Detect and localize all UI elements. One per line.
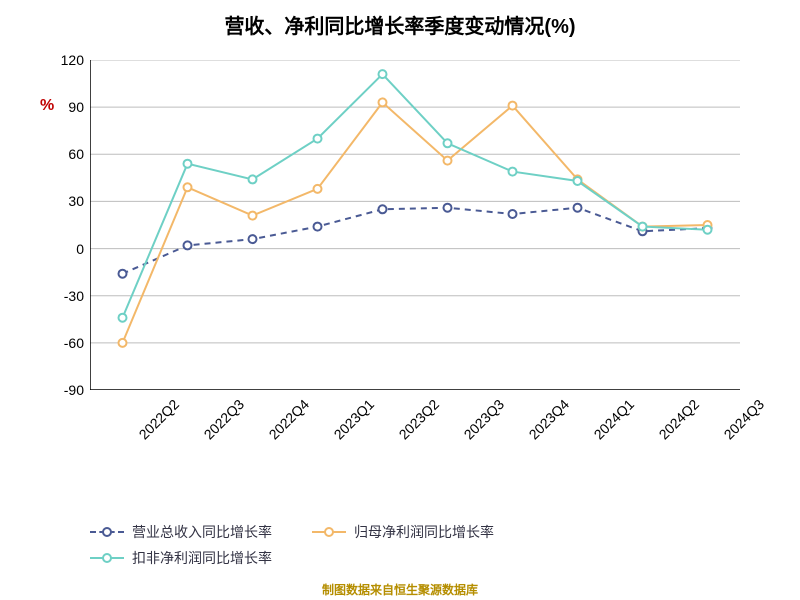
- legend-item: 营业总收入同比增长率: [90, 522, 272, 542]
- y-tick-label: -60: [64, 335, 90, 351]
- x-tick-label: 2024Q2: [655, 396, 702, 443]
- series-marker: [379, 70, 387, 78]
- x-tick-label: 2022Q4: [265, 396, 312, 443]
- series-marker: [314, 185, 322, 193]
- series-marker: [379, 98, 387, 106]
- legend: 营业总收入同比增长率 归母净利润同比增长率扣非净利润同比增长率: [90, 522, 710, 568]
- series-marker: [639, 223, 647, 231]
- series-marker: [119, 314, 127, 322]
- series-marker: [249, 175, 257, 183]
- y-axis-unit-label: %: [40, 97, 54, 115]
- series-marker: [704, 226, 712, 234]
- series-marker: [444, 139, 452, 147]
- series-marker: [249, 212, 257, 220]
- series-marker: [184, 241, 192, 249]
- plot-area: [90, 60, 740, 390]
- series-marker: [574, 204, 582, 212]
- series-marker: [119, 270, 127, 278]
- y-tick-label: -30: [64, 288, 90, 304]
- legend-item: 归母净利润同比增长率: [312, 522, 494, 542]
- legend-label: 扣非净利润同比增长率: [132, 548, 272, 568]
- legend-item: 扣非净利润同比增长率: [90, 548, 272, 568]
- x-tick-label: 2022Q3: [200, 396, 247, 443]
- x-tick-label: 2023Q2: [395, 396, 442, 443]
- series-marker: [119, 339, 127, 347]
- series-marker: [314, 135, 322, 143]
- chart-title: 营收、净利同比增长率季度变动情况(%): [0, 10, 800, 39]
- series-marker: [574, 177, 582, 185]
- y-tick-label: 60: [68, 146, 90, 162]
- data-credit: 制图数据来自恒生聚源数据库: [0, 581, 800, 598]
- y-tick-label: 120: [61, 52, 90, 68]
- series-marker: [379, 205, 387, 213]
- legend-swatch: [312, 525, 346, 539]
- legend-label: 营业总收入同比增长率: [132, 522, 272, 542]
- x-tick-label: 2024Q3: [720, 396, 767, 443]
- series-marker: [249, 235, 257, 243]
- x-tick-label: 2023Q1: [330, 396, 377, 443]
- series-marker: [509, 102, 517, 110]
- x-tick-label: 2023Q3: [460, 396, 507, 443]
- x-tick-label: 2022Q2: [135, 396, 182, 443]
- series-marker: [444, 157, 452, 165]
- series-marker: [184, 160, 192, 168]
- series-marker: [184, 183, 192, 191]
- x-tick-label: 2024Q1: [590, 396, 637, 443]
- y-tick-label: -90: [64, 382, 90, 398]
- x-tick-label: 2023Q4: [525, 396, 572, 443]
- series-marker: [444, 204, 452, 212]
- series-marker: [509, 210, 517, 218]
- y-tick-label: 30: [68, 193, 90, 209]
- y-tick-label: 0: [76, 241, 90, 257]
- series-line: [123, 208, 708, 274]
- legend-label: 归母净利润同比增长率: [354, 522, 494, 542]
- legend-swatch: [90, 525, 124, 539]
- legend-swatch: [90, 551, 124, 565]
- series-line: [123, 74, 708, 318]
- y-tick-label: 90: [68, 99, 90, 115]
- growth-rate-chart: 营收、净利同比增长率季度变动情况(%) % 营业总收入同比增长率 归母净利润同比增…: [0, 0, 800, 600]
- series-marker: [509, 168, 517, 176]
- series-marker: [314, 223, 322, 231]
